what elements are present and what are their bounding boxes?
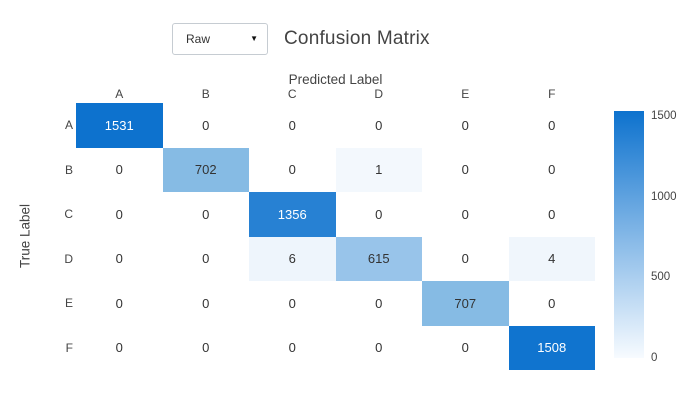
heatmap-cell[interactable]: 0 <box>249 147 336 192</box>
matrix-mode-dropdown[interactable]: Raw ▼ <box>172 23 268 55</box>
heatmap-cell[interactable]: 0 <box>76 281 163 326</box>
heatmap-cell[interactable]: 0 <box>335 325 422 370</box>
heatmap-cell[interactable]: 0 <box>508 103 595 148</box>
heatmap-cell[interactable]: 702 <box>162 147 249 192</box>
y-axis-tick: A <box>64 118 73 133</box>
heatmap-cell[interactable]: 6 <box>249 236 336 281</box>
heatmap-cell[interactable]: 0 <box>335 192 422 237</box>
colorbar-gradient <box>614 111 644 358</box>
heatmap-cell[interactable]: 1356 <box>249 192 336 237</box>
heatmap-cell[interactable]: 1 <box>335 147 422 192</box>
page-title: Confusion Matrix <box>284 28 430 49</box>
x-axis-tick: C <box>287 87 297 101</box>
heatmap-cell[interactable]: 0 <box>508 192 595 237</box>
y-axis-tick: F <box>65 340 73 355</box>
heatmap-cell[interactable]: 0 <box>422 192 509 237</box>
heatmap-cell[interactable]: 0 <box>162 236 249 281</box>
heatmap-cell[interactable]: 0 <box>422 103 509 148</box>
heatmap-cell[interactable]: 0 <box>422 236 509 281</box>
matrix-mode-dropdown-value: Raw <box>186 32 211 46</box>
heatmap-cell[interactable]: 0 <box>249 325 336 370</box>
colorbar-tick: 500 <box>651 271 671 284</box>
x-axis-tick: D <box>374 87 384 101</box>
heatmap-cell[interactable]: 0 <box>422 147 509 192</box>
heatmap-cell[interactable]: 0 <box>162 192 249 237</box>
x-axis-tick: A <box>115 87 124 101</box>
heatmap-cell[interactable]: 707 <box>422 281 509 326</box>
heatmap-cell[interactable]: 0 <box>249 281 336 326</box>
y-axis-tick: C <box>64 207 73 222</box>
y-axis-title: True Label <box>17 203 33 269</box>
heatmap-cell[interactable]: 0 <box>76 325 163 370</box>
heatmap-cell[interactable]: 0 <box>335 103 422 148</box>
x-axis-tick: F <box>548 87 556 101</box>
x-axis-title: Predicted Label <box>288 72 383 87</box>
heatmap-cell[interactable]: 0 <box>76 236 163 281</box>
heatmap-cell[interactable]: 1531 <box>76 103 163 148</box>
heatmap-cell[interactable]: 0 <box>508 281 595 326</box>
heatmap-cell[interactable]: 615 <box>335 236 422 281</box>
heatmap-cell[interactable]: 0 <box>162 103 249 148</box>
heatmap-cell[interactable]: 0 <box>162 325 249 370</box>
heatmap-cell[interactable]: 4 <box>508 236 595 281</box>
colorbar-tick: 1000 <box>651 190 677 203</box>
chevron-down-icon: ▼ <box>250 34 258 43</box>
heatmap-cell[interactable]: 0 <box>335 281 422 326</box>
colorbar-tick: 1500 <box>651 110 677 122</box>
heatmap-cell[interactable]: 0 <box>508 147 595 192</box>
heatmap-cell[interactable]: 0 <box>76 192 163 237</box>
heatmap-cell[interactable]: 1508 <box>508 325 595 370</box>
heatmap-cell[interactable]: 0 <box>249 103 336 148</box>
heatmap-cell[interactable]: 0 <box>422 325 509 370</box>
x-axis-tick: E <box>461 87 470 101</box>
y-axis-tick: D <box>64 251 73 266</box>
colorbar-tick: 0 <box>651 352 658 364</box>
y-axis-tick: E <box>64 296 73 311</box>
x-axis-tick: B <box>201 87 210 101</box>
heatmap-cell[interactable]: 0 <box>76 147 163 192</box>
y-axis-tick: B <box>64 162 73 177</box>
heatmap-cell[interactable]: 0 <box>162 281 249 326</box>
